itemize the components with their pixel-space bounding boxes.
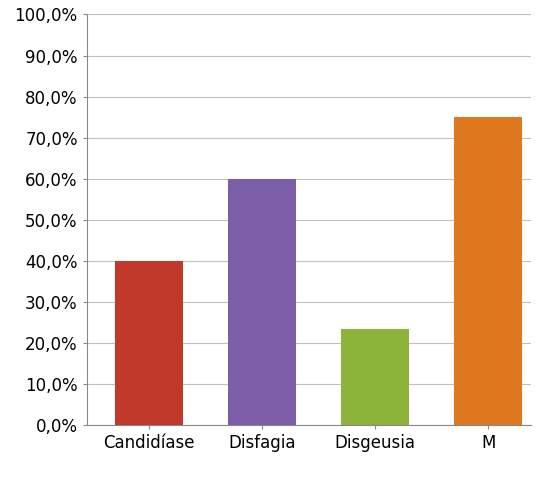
Bar bbox=[341, 329, 409, 425]
Bar bbox=[228, 179, 296, 425]
Bar bbox=[454, 117, 522, 425]
Bar bbox=[115, 261, 183, 425]
